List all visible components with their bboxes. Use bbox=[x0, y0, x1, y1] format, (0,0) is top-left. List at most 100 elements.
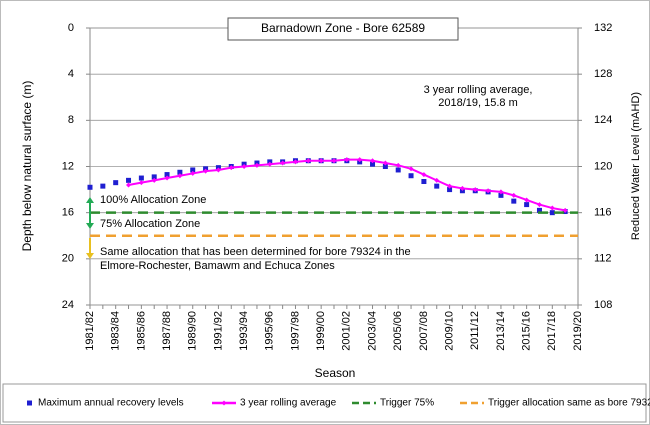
x-tick-label: 1991/92 bbox=[212, 311, 224, 351]
x-tick-label: 2007/08 bbox=[418, 311, 430, 351]
data-point bbox=[305, 158, 311, 164]
data-point bbox=[344, 157, 350, 163]
y-axis-title: Depth below natural surface (m) bbox=[20, 81, 34, 252]
x-tick-label: 1989/90 bbox=[187, 311, 199, 351]
x-tick-label: 2015/16 bbox=[521, 311, 533, 351]
annotation: Elmore-Rochester, Bamawm and Echuca Zone… bbox=[100, 260, 335, 272]
data-point bbox=[164, 172, 170, 178]
annotation: Same allocation that has been determined… bbox=[100, 246, 411, 258]
data-point bbox=[203, 168, 209, 174]
data-point bbox=[254, 162, 260, 168]
data-point bbox=[318, 158, 324, 164]
data-point bbox=[382, 160, 388, 166]
data-point bbox=[126, 177, 132, 183]
legend-item: Trigger allocation same as bore 79324 bbox=[460, 398, 650, 409]
legend-item: 3 year rolling average bbox=[212, 398, 337, 409]
x-tick-label: 1981/82 bbox=[84, 311, 96, 351]
y-tick-label: 8 bbox=[68, 114, 74, 126]
data-point bbox=[370, 158, 376, 164]
title-box bbox=[227, 17, 459, 41]
x-tick-label: 1983/84 bbox=[110, 311, 122, 351]
data-point bbox=[408, 173, 414, 179]
annotation: 3 year rolling average, bbox=[424, 84, 533, 96]
y2-tick-label: 112 bbox=[594, 253, 612, 265]
data-point bbox=[459, 185, 465, 191]
data-point bbox=[536, 202, 542, 208]
y2-tick-label: 120 bbox=[594, 160, 612, 172]
legend-label: Trigger 75% bbox=[380, 398, 434, 409]
data-point bbox=[357, 157, 363, 163]
data-point bbox=[549, 210, 555, 216]
x-tick-label: 2001/02 bbox=[341, 311, 353, 351]
legend-item: Trigger 75% bbox=[352, 398, 434, 409]
data-point bbox=[190, 170, 196, 176]
y-tick-label: 12 bbox=[62, 160, 74, 172]
legend-box bbox=[2, 383, 647, 423]
data-point bbox=[177, 169, 183, 175]
data-point bbox=[280, 160, 286, 166]
data-point bbox=[549, 205, 555, 211]
data-point bbox=[241, 164, 247, 169]
data-point bbox=[421, 179, 427, 185]
y2-tick-label: 132 bbox=[594, 22, 612, 34]
data-point bbox=[524, 202, 530, 208]
x-tick-label: 1999/00 bbox=[315, 311, 327, 351]
x-tick-label: 2005/06 bbox=[392, 311, 404, 351]
annotation: 75% Allocation Zone bbox=[100, 218, 200, 230]
x-tick-label: 1995/96 bbox=[264, 311, 276, 351]
data-point bbox=[382, 164, 388, 169]
annotation: 100% Allocation Zone bbox=[100, 194, 206, 206]
y-tick-label: 0 bbox=[68, 22, 74, 34]
x-tick-label: 1997/98 bbox=[289, 311, 301, 351]
x-tick-label: 1985/86 bbox=[135, 311, 147, 351]
data-point bbox=[267, 161, 273, 167]
y2-tick-label: 124 bbox=[594, 114, 612, 126]
y2-tick-label: 108 bbox=[594, 299, 612, 311]
data-point bbox=[164, 175, 170, 181]
y-tick-label: 16 bbox=[62, 207, 74, 219]
x-tick-label: 2013/14 bbox=[495, 311, 507, 351]
data-point bbox=[331, 158, 337, 164]
data-point bbox=[447, 187, 453, 193]
data-point bbox=[100, 183, 106, 189]
data-point bbox=[215, 167, 221, 173]
y-tick-label: 4 bbox=[68, 68, 74, 80]
data-point bbox=[447, 183, 453, 189]
legend-label: 3 year rolling average bbox=[240, 398, 337, 409]
x-tick-label: 1987/88 bbox=[161, 311, 173, 351]
data-point bbox=[511, 198, 517, 204]
x-tick-label: 2003/04 bbox=[366, 311, 378, 351]
y-tick-label: 20 bbox=[62, 253, 74, 265]
data-point bbox=[395, 167, 401, 173]
data-point bbox=[498, 192, 504, 198]
data-point bbox=[536, 207, 542, 213]
data-point bbox=[395, 162, 401, 168]
data-point bbox=[228, 165, 234, 171]
y2-tick-label: 128 bbox=[594, 68, 612, 80]
data-point bbox=[138, 180, 144, 186]
y2-tick-label: 116 bbox=[594, 207, 612, 219]
data-point bbox=[151, 177, 157, 183]
data-point bbox=[485, 188, 491, 194]
annotation: 2018/19, 15.8 m bbox=[438, 97, 518, 109]
data-point bbox=[511, 192, 517, 198]
data-point bbox=[190, 167, 196, 173]
x-tick-label: 2011/12 bbox=[469, 311, 481, 350]
data-point bbox=[421, 172, 427, 178]
data-point bbox=[434, 183, 440, 189]
x-axis-title: Season bbox=[315, 366, 356, 380]
data-point bbox=[524, 197, 530, 203]
data-point bbox=[126, 182, 132, 188]
data-point bbox=[472, 187, 478, 193]
data-point bbox=[138, 175, 144, 181]
y-tick-label: 24 bbox=[62, 299, 74, 311]
data-point bbox=[292, 159, 298, 165]
y2-axis-title: Reduced Water Level (mAHD) bbox=[630, 92, 642, 240]
legend-label: Trigger allocation same as bore 79324 bbox=[488, 398, 650, 409]
legend-item: Maximum annual recovery levels bbox=[27, 398, 184, 409]
data-point bbox=[370, 161, 376, 167]
legend-label: Maximum annual recovery levels bbox=[38, 398, 184, 409]
data-point bbox=[408, 166, 414, 172]
x-tick-label: 2009/10 bbox=[443, 311, 455, 351]
